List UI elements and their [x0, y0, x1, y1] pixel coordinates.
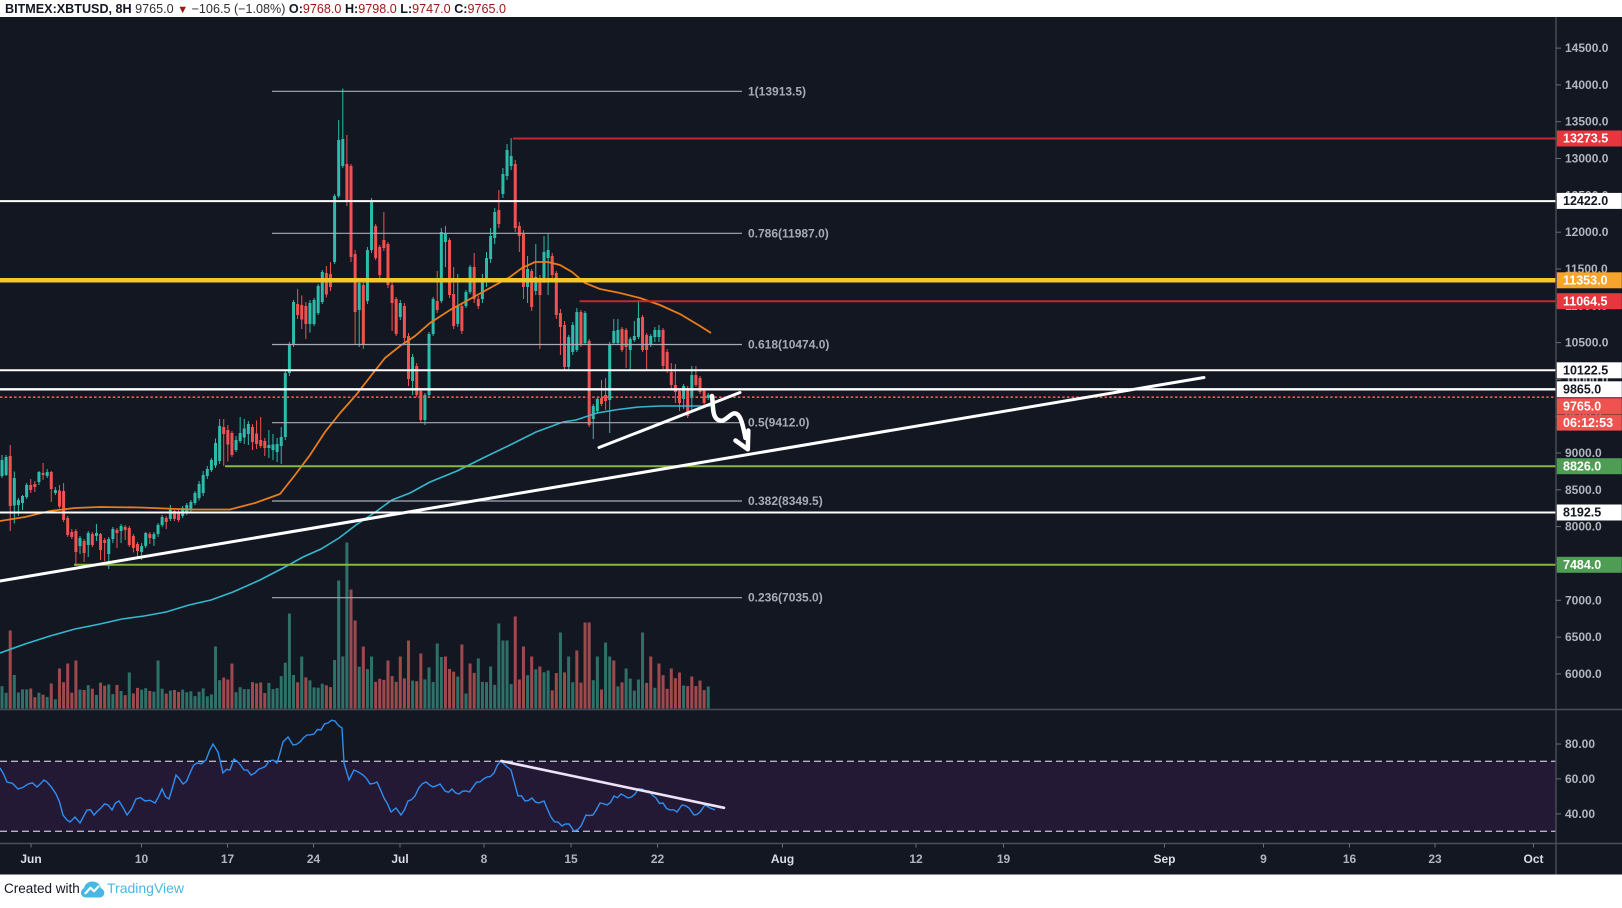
- svg-text:Sep: Sep: [1153, 852, 1175, 866]
- svg-text:6000.0: 6000.0: [1565, 667, 1602, 681]
- svg-text:0.5(9412.0): 0.5(9412.0): [748, 416, 809, 430]
- svg-text:17: 17: [221, 852, 235, 866]
- svg-text:9: 9: [1260, 852, 1267, 866]
- svg-text:23: 23: [1428, 852, 1442, 866]
- svg-text:14000.0: 14000.0: [1565, 78, 1609, 92]
- svg-text:22: 22: [651, 852, 665, 866]
- svg-text:10500.0: 10500.0: [1565, 336, 1609, 350]
- svg-text:14500.0: 14500.0: [1565, 41, 1609, 55]
- svg-text:Oct: Oct: [1523, 852, 1543, 866]
- svg-text:Aug: Aug: [771, 852, 794, 866]
- svg-text:Created with: Created with: [4, 881, 80, 896]
- svg-text:15: 15: [564, 852, 578, 866]
- svg-text:8826.0: 8826.0: [1563, 459, 1601, 473]
- svg-text:12: 12: [909, 852, 923, 866]
- svg-text:7000.0: 7000.0: [1565, 593, 1602, 607]
- svg-text:8000.0: 8000.0: [1565, 520, 1602, 534]
- svg-text:BITMEX:XBTUSD, 8H 9765.0 ▼ −10: BITMEX:XBTUSD, 8H 9765.0 ▼ −106.5 (−1.08…: [5, 2, 506, 16]
- svg-text:0.236(7035.0): 0.236(7035.0): [748, 591, 823, 605]
- svg-text:Jun: Jun: [20, 852, 41, 866]
- svg-text:9865.0: 9865.0: [1563, 383, 1601, 397]
- svg-text:60.00: 60.00: [1565, 772, 1595, 786]
- svg-text:11353.0: 11353.0: [1563, 274, 1608, 288]
- svg-text:10122.5: 10122.5: [1563, 364, 1608, 378]
- svg-text:0.618(10474.0): 0.618(10474.0): [748, 338, 829, 352]
- svg-text:80.00: 80.00: [1565, 737, 1595, 751]
- svg-text:24: 24: [307, 852, 321, 866]
- svg-text:Jul: Jul: [391, 852, 408, 866]
- svg-text:12422.0: 12422.0: [1563, 194, 1608, 208]
- svg-text:13500.0: 13500.0: [1565, 115, 1609, 129]
- svg-text:TradingView: TradingView: [107, 880, 185, 896]
- svg-text:9000.0: 9000.0: [1565, 446, 1602, 460]
- svg-text:13000.0: 13000.0: [1565, 152, 1609, 166]
- svg-text:40.00: 40.00: [1565, 807, 1595, 821]
- svg-text:12000.0: 12000.0: [1565, 225, 1609, 239]
- svg-text:0.786(11987.0): 0.786(11987.0): [748, 226, 829, 240]
- svg-text:0.382(8349.5): 0.382(8349.5): [748, 494, 823, 508]
- svg-text:8: 8: [481, 852, 488, 866]
- svg-text:19: 19: [997, 852, 1011, 866]
- svg-text:6500.0: 6500.0: [1565, 630, 1602, 644]
- svg-text:06:12:53: 06:12:53: [1563, 416, 1613, 430]
- svg-text:9765.0: 9765.0: [1563, 399, 1601, 413]
- svg-text:8500.0: 8500.0: [1565, 483, 1602, 497]
- svg-text:1(13913.5): 1(13913.5): [748, 84, 806, 98]
- svg-text:10: 10: [135, 852, 149, 866]
- svg-text:8192.5: 8192.5: [1563, 506, 1601, 520]
- svg-text:7484.0: 7484.0: [1563, 558, 1601, 572]
- svg-text:13273.5: 13273.5: [1563, 132, 1608, 146]
- svg-text:11064.5: 11064.5: [1563, 294, 1608, 308]
- svg-text:16: 16: [1343, 852, 1357, 866]
